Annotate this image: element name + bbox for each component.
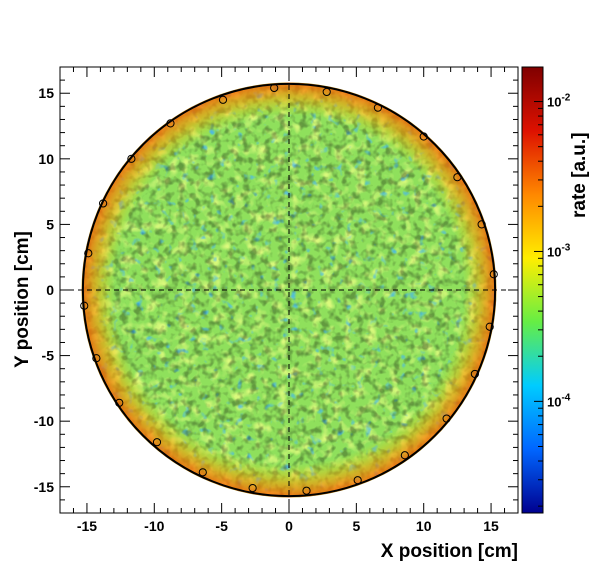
colorbar-tick-label: 10-4 (547, 392, 571, 409)
edge-point (400, 451, 409, 460)
edge-point (80, 301, 89, 310)
x-tick-label: 0 (285, 518, 293, 534)
y-tick-label: -5 (42, 348, 55, 364)
edge-point (477, 220, 486, 229)
y-tick-label: 5 (46, 216, 54, 232)
edge-points (80, 83, 498, 495)
y-axis-title: Y position [cm] (12, 231, 33, 368)
edge-point (115, 398, 124, 407)
edge-point (373, 103, 383, 112)
edge-point (442, 414, 451, 423)
y-tick-label: -10 (34, 413, 54, 429)
edge-point (353, 476, 362, 485)
x-tick-label: -5 (215, 518, 228, 534)
edge-point (152, 438, 162, 447)
y-tick-label: 15 (38, 85, 54, 101)
edge-point (218, 95, 228, 104)
y-axis: -15 -10 -5 0 5 10 15 (34, 66, 518, 514)
edge-point (470, 369, 479, 379)
x-tick-label: 10 (416, 518, 432, 534)
y-tick-label: -15 (34, 479, 54, 495)
fitted-circle (81, 82, 497, 498)
x-tick-label: -10 (144, 518, 164, 534)
colorbar: 10-2 10-3 10-4 rate [a.u.] (521, 66, 590, 514)
x-tick-label: 5 (352, 518, 360, 534)
edge-point (99, 199, 108, 208)
edge-point (198, 468, 207, 477)
colorbar-ticks: 10-2 10-3 10-4 (534, 93, 571, 507)
x-tick-label: -15 (77, 518, 97, 534)
colorbar-tick-label: 10-2 (547, 93, 571, 110)
colorbar-tick-label: 10-3 (547, 242, 571, 259)
colorbar-title: rate [a.u.] (569, 132, 590, 218)
edge-point (92, 354, 101, 363)
y-tick-label: 10 (38, 151, 54, 167)
edge-point (127, 154, 136, 163)
edge-point (302, 486, 311, 495)
y-tick-label: 0 (46, 282, 54, 298)
x-axis-title: X position [cm] (381, 541, 518, 562)
x-tick-label: 15 (483, 518, 499, 534)
edge-point (419, 132, 428, 141)
edge-point (84, 249, 93, 258)
x-axis: -15 -10 -5 0 5 10 15 (59, 67, 519, 534)
edge-point (489, 270, 498, 279)
edge-point (485, 322, 494, 331)
edge-point (322, 87, 331, 97)
edge-point (453, 173, 462, 182)
edge-point (270, 83, 279, 93)
edge-point (248, 483, 257, 493)
edge-point (166, 119, 175, 128)
crosshair (60, 67, 518, 513)
